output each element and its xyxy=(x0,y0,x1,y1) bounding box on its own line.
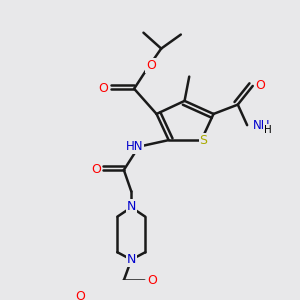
Text: S: S xyxy=(199,134,207,147)
Text: O: O xyxy=(98,82,108,95)
Text: N: N xyxy=(127,200,136,213)
Text: HN: HN xyxy=(126,140,144,153)
Text: O: O xyxy=(91,163,101,176)
Text: N: N xyxy=(127,253,136,266)
Text: O: O xyxy=(75,290,85,300)
Text: NH: NH xyxy=(253,119,270,132)
Text: O: O xyxy=(147,274,157,287)
Text: O: O xyxy=(146,59,156,72)
Text: O: O xyxy=(255,80,265,92)
Text: H: H xyxy=(264,125,272,135)
